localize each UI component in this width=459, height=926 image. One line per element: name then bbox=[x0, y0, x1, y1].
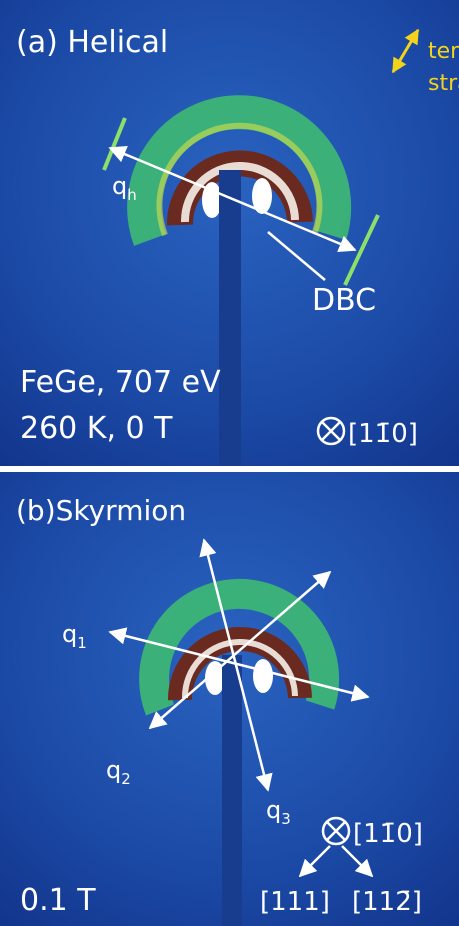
beamstop bbox=[219, 170, 241, 466]
panel-label: (b)Skyrmion bbox=[16, 494, 186, 527]
peak bbox=[253, 659, 273, 693]
direction-label: [11̄0] bbox=[353, 819, 423, 849]
direction-label: [11̄0] bbox=[348, 419, 418, 449]
strain-label: strain bbox=[428, 71, 459, 96]
panel-a: (a) Helical tensile strain qh DBC FeGe, … bbox=[0, 0, 459, 466]
panel-label: (a) Helical bbox=[16, 25, 168, 60]
field-label: 0.1 T bbox=[20, 883, 96, 918]
axis-label: [112̄] bbox=[352, 887, 422, 917]
panel-b: (b)Skyrmion q1 q2 q3 [11̄0] [111] [112̄]… bbox=[0, 472, 459, 926]
figure: (a) Helical tensile strain qh DBC FeGe, … bbox=[0, 0, 459, 926]
conditions-label: 260 K, 0 T bbox=[20, 411, 173, 446]
sample-label: FeGe, 707 eV bbox=[20, 365, 221, 400]
dbc-label: DBC bbox=[312, 283, 376, 318]
axis-label: [111] bbox=[260, 887, 330, 917]
strain-label: tensile bbox=[428, 39, 459, 64]
beamstop bbox=[222, 655, 242, 926]
